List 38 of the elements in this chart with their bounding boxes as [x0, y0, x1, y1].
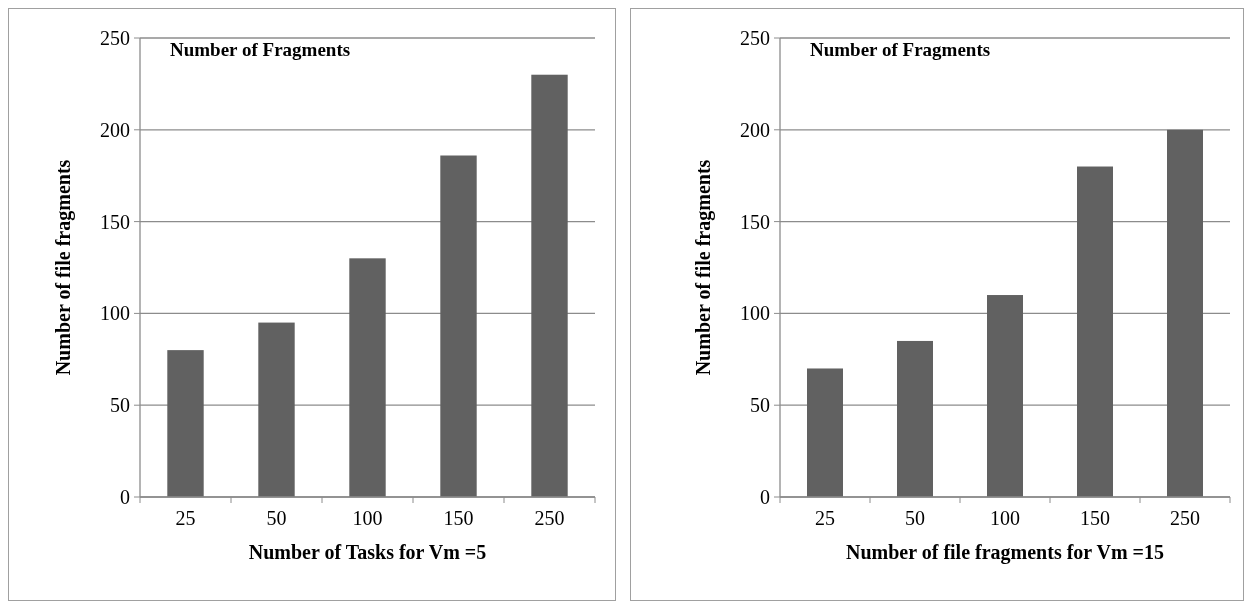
bar — [349, 258, 386, 497]
y-tick-label: 50 — [110, 394, 130, 417]
y-tick-label: 100 — [100, 302, 130, 325]
y-tick-label: 200 — [740, 118, 770, 141]
bar — [807, 368, 843, 497]
x-tick-label: 100 — [352, 507, 383, 529]
x-tick-label: 250 — [1170, 507, 1200, 529]
x-tick-label: 50 — [266, 507, 287, 529]
x-tick-label: 150 — [443, 507, 474, 529]
x-axis-title: Number of Tasks for Vm =5 — [248, 541, 487, 563]
x-axis-title: Number of file fragments for Vm =15 — [845, 541, 1165, 564]
x-tick-label: 150 — [1080, 507, 1110, 529]
x-tick-label: 250 — [534, 507, 565, 529]
bar — [531, 74, 568, 497]
y-tick-label: 150 — [740, 210, 770, 233]
x-tick-label: 50 — [905, 507, 925, 529]
x-tick-label: 100 — [990, 507, 1020, 529]
chart-title: Number of Fragments — [810, 39, 991, 60]
bar — [258, 322, 295, 497]
y-tick-label: 50 — [750, 394, 770, 417]
y-tick-label: 0 — [760, 486, 770, 508]
bar — [1167, 129, 1203, 497]
bar — [1077, 166, 1113, 497]
y-tick-label: 250 — [740, 27, 770, 49]
bar — [167, 350, 204, 497]
y-tick-label: 150 — [100, 210, 130, 233]
bar — [440, 155, 477, 497]
x-tick-label: 25 — [175, 507, 196, 529]
chart-title: Number of Fragments — [170, 39, 351, 60]
y-tick-label: 200 — [100, 118, 130, 141]
bar — [987, 295, 1023, 497]
y-axis-title: Number of file fragments — [52, 159, 75, 376]
y-tick-label: 100 — [740, 302, 770, 325]
y-tick-label: 250 — [100, 27, 130, 49]
y-tick-label: 0 — [120, 486, 130, 508]
bar — [897, 340, 933, 497]
x-tick-label: 25 — [815, 507, 835, 529]
y-axis-title: Number of file fragments — [692, 159, 715, 376]
